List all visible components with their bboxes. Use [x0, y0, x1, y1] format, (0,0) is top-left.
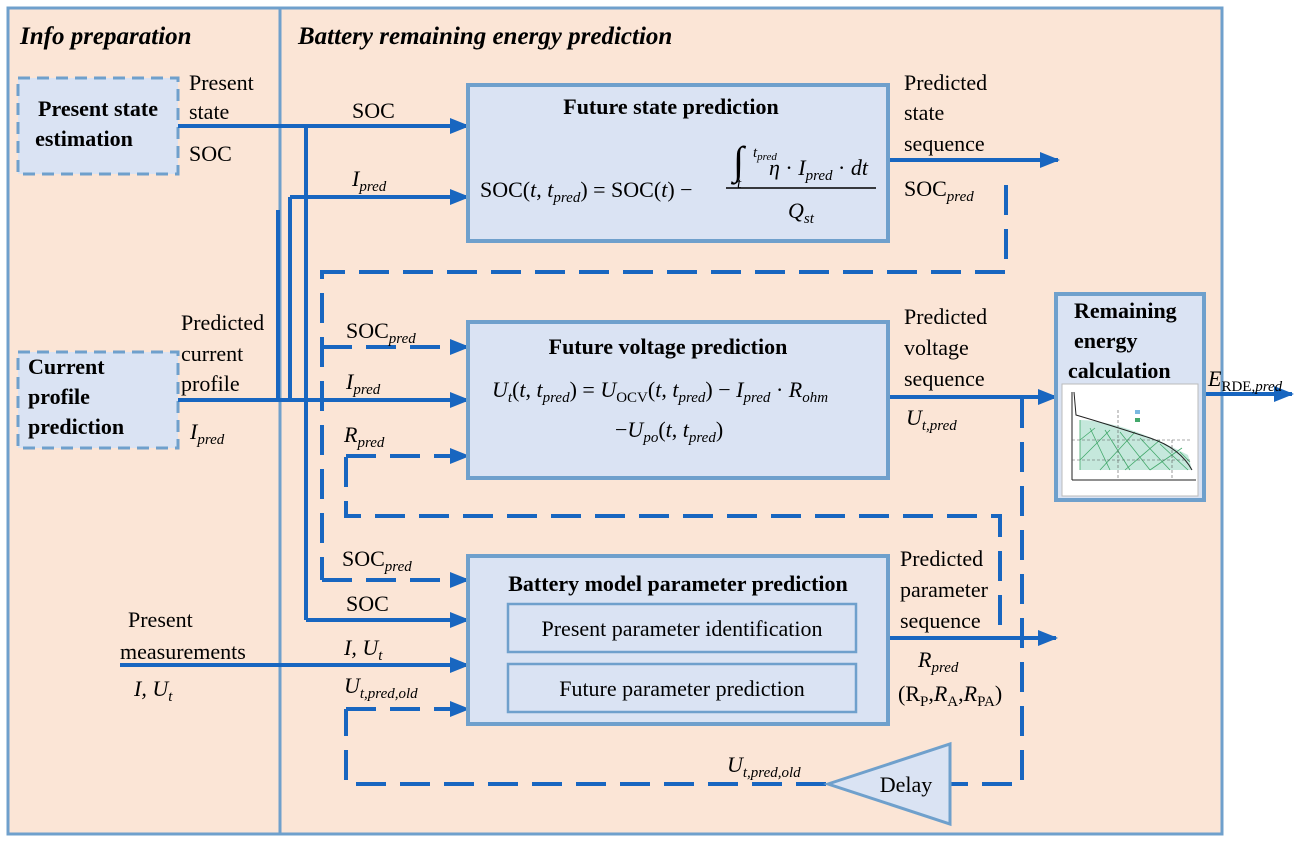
svg-text:Ut(t, tpred) = UOCV(t, tpred): Ut(t, tpred) = UOCV(t, tpred) − Ipred · … — [492, 377, 828, 406]
output-state-line3: sequence — [904, 131, 985, 156]
future-parameter-prediction-label: Future parameter prediction — [559, 676, 805, 701]
current-profile-title-line1: Current — [28, 354, 105, 379]
current-profile-out-line3: profile — [181, 371, 240, 396]
present-state-title-line2: estimation — [35, 126, 133, 151]
current-profile-prediction-box — [16, 350, 180, 450]
output-socpred-label: SOCpred — [904, 176, 974, 205]
present-parameter-identification-box — [506, 602, 858, 654]
output-parameter-line1: Predicted — [900, 546, 983, 571]
current-profile-title-line3: prediction — [28, 414, 124, 439]
present-state-estimation-box — [16, 76, 180, 176]
future-state-equation: SOC(t, tpred) = SOC(t) − ∫ tpred t η · I… — [480, 138, 876, 227]
measurements-value: I, Ut — [133, 676, 173, 705]
output-state-line1: Predicted — [904, 70, 987, 95]
parameter-prediction-title: Battery model parameter prediction — [508, 571, 848, 596]
future-state-title: Future state prediction — [563, 94, 779, 119]
future-voltage-equation: Ut(t, tpred) = UOCV(t, tpred) − Ipred · … — [492, 377, 828, 446]
output-parameter-line3: sequence — [900, 608, 981, 633]
svg-text:η · Ipred · dt: η · Ipred · dt — [769, 155, 869, 184]
future-voltage-title: Future voltage prediction — [549, 334, 788, 359]
output-r-tuple-label: (RP,RA,RPA) — [898, 681, 1002, 710]
present-parameter-identification-label: Present parameter identification — [542, 616, 823, 641]
feedback-rpred — [344, 456, 1002, 625]
feedback-soc-pred — [320, 185, 1008, 580]
output-voltage-line1: Predicted — [904, 304, 987, 329]
future-voltage-block — [466, 320, 890, 480]
current-profile-out-line2: current — [181, 341, 243, 366]
output-parameter-line2: parameter — [900, 577, 989, 602]
future-state-block — [466, 83, 890, 243]
current-profile-out-line1: Predicted — [181, 310, 264, 335]
signal-socpred-label-1: SOCpred — [346, 318, 416, 347]
section-title-info: Info preparation — [19, 23, 192, 50]
present-state-title-line1: Present state — [38, 96, 158, 121]
present-state-out-line3: SOC — [189, 141, 232, 166]
present-state-out-line2: state — [189, 99, 229, 124]
measurements-line1: Present — [128, 607, 193, 632]
signal-soc-label-2: SOC — [346, 591, 389, 616]
section-title-battery: Battery remaining energy prediction — [297, 23, 672, 50]
current-profile-title-line2: profile — [28, 384, 90, 409]
signal-socpred-label-2: SOCpred — [342, 546, 412, 575]
discharge-curve-thumbnail — [1061, 383, 1199, 497]
svg-text:t: t — [737, 176, 742, 192]
future-parameter-prediction-box — [506, 662, 858, 714]
remaining-energy-title-line2: energy — [1074, 328, 1138, 353]
delay-label: Delay — [880, 772, 933, 797]
output-voltage-line2: voltage — [904, 335, 969, 360]
delay-block — [823, 741, 952, 827]
signal-soc-label: SOC — [352, 98, 395, 123]
measurements-line2: measurements — [120, 639, 246, 664]
svg-text:SOC(t, tpred) = SOC(t) −: SOC(t, tpred) = SOC(t) − — [480, 177, 693, 206]
remaining-energy-title-line3: calculation — [1068, 358, 1171, 383]
remaining-energy-title-line1: Remaining — [1074, 298, 1177, 323]
output-energy-label: ERDE,pred — [1207, 366, 1283, 395]
feedback-delay-to-parameter — [344, 709, 826, 786]
signal-i-ut-label: I, Ut — [343, 635, 383, 664]
present-state-out-line1: Present — [189, 70, 254, 95]
output-voltage-line3: sequence — [904, 366, 985, 391]
output-state-line2: state — [904, 100, 944, 125]
svg-text:∫: ∫ — [730, 138, 747, 185]
